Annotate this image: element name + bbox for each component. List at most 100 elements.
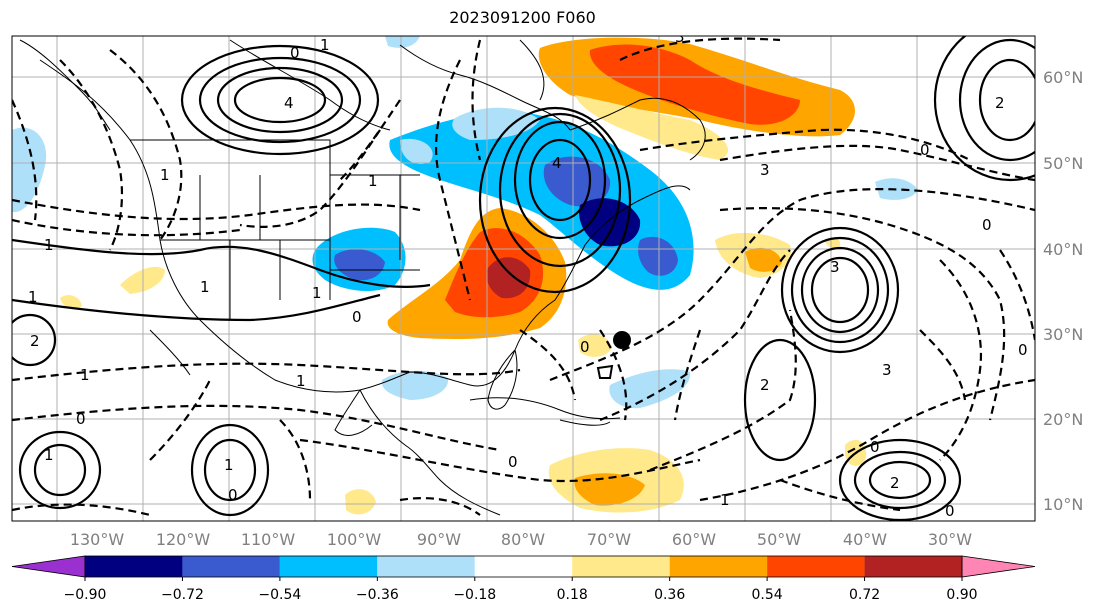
- contour-label: 2: [760, 376, 770, 394]
- longitude-labels: 130°W 120°W 110°W 100°W 90°W 80°W 70°W 6…: [70, 530, 972, 549]
- contour-label: 3: [675, 28, 685, 46]
- contour-label: 0: [76, 410, 86, 428]
- contour-label: 1: [720, 491, 730, 509]
- contours-positive: [12, 36, 1035, 521]
- contour-labels: 4 4 3 2 2 2 2 1 1 1 1 1 1 1 1 3 1 0 0 0 …: [28, 28, 1028, 520]
- anomaly-negative-central-core: [334, 249, 385, 281]
- colorbar-segment: [182, 556, 280, 577]
- contour-label: 2: [890, 474, 900, 492]
- anomaly-yellow-pacific: [345, 489, 376, 515]
- latitude-labels: 60°N 50°N 40°N 30°N 20°N 10°N: [1043, 68, 1083, 514]
- contour-label: 1: [296, 372, 306, 390]
- contour-label: 1: [160, 166, 170, 184]
- contour-label: 0: [920, 141, 930, 159]
- colorbar-label: 0.90: [946, 587, 977, 603]
- contour-label: 0: [508, 453, 518, 471]
- contour-label: 2: [30, 332, 40, 350]
- lat-label: 10°N: [1043, 495, 1083, 514]
- colorbar-segment: [377, 556, 475, 577]
- lon-label: 80°W: [501, 530, 545, 549]
- anomaly-orange-caribbean: [574, 473, 645, 506]
- contour-label: 1: [224, 456, 234, 474]
- contour-label: 0: [982, 216, 992, 234]
- map-plot-area: 4 4 3 2 2 2 2 1 1 1 1 1 1 1 1 3 1 0 0 0 …: [12, 28, 1035, 521]
- coastlines: [19, 39, 706, 516]
- anomaly-blue-gulf: [381, 370, 449, 400]
- lon-label: 100°W: [327, 530, 382, 549]
- colorbar-label: −0.54: [258, 587, 301, 603]
- anomaly-orange-atlantic: [745, 247, 782, 272]
- lon-label: 70°W: [587, 530, 631, 549]
- contour-label: 4: [284, 94, 294, 112]
- contour-label: 0: [945, 502, 955, 520]
- gridlines: [12, 36, 1035, 521]
- anomaly-negative-core-a: [543, 156, 611, 207]
- small-contour-loop: [596, 364, 614, 379]
- contour-label: 3: [760, 161, 770, 179]
- colorbar-segment: [474, 556, 573, 577]
- anomaly-blue-nw: [400, 138, 433, 164]
- contours-negative: [12, 37, 1035, 517]
- colorbar-segment: [864, 556, 962, 577]
- contour-label: 4: [552, 154, 562, 172]
- lon-label: 110°W: [241, 530, 296, 549]
- colorbar-extend-max: [961, 555, 1036, 578]
- colorbar-frame: [84, 555, 963, 578]
- contour-label: 1: [320, 36, 330, 54]
- anomaly-positive-southeast-core: [486, 257, 531, 299]
- storm-marker: [613, 331, 631, 349]
- lon-label: 40°W: [843, 530, 887, 549]
- anomaly-yellow-pacific-small: [60, 295, 82, 310]
- contour-label: 0: [580, 338, 590, 356]
- anomaly-blue-north-small: [385, 36, 420, 48]
- contour-label: 1: [44, 236, 54, 254]
- contour-label: 0: [1018, 341, 1028, 359]
- lon-label: 60°W: [672, 530, 716, 549]
- colorbar-segment: [279, 556, 378, 577]
- lat-label: 30°N: [1043, 325, 1083, 344]
- colorbar-label: 0.54: [752, 587, 783, 603]
- colorbar-extend-min: [11, 555, 86, 578]
- contour-label: 0: [290, 44, 300, 62]
- colorbar-label: 0.18: [557, 587, 588, 603]
- anomaly-blue-east: [875, 178, 918, 200]
- contour-label: 0: [352, 308, 362, 326]
- map-frame: [11, 35, 1036, 522]
- lat-label: 60°N: [1043, 68, 1083, 87]
- contour-label: 1: [200, 278, 210, 296]
- contour-label: 1: [80, 366, 90, 384]
- contour-label: 1: [28, 288, 38, 306]
- colorbar-label: 0.72: [849, 587, 880, 603]
- colorbar-segment: [85, 556, 183, 577]
- anomaly-yellow-florida-east: [578, 334, 612, 357]
- colorbar-segment: [669, 556, 768, 577]
- lon-label: 120°W: [156, 530, 211, 549]
- contour-label: 1: [312, 284, 322, 302]
- anomaly-positive-north-core: [589, 44, 800, 125]
- lat-label: 20°N: [1043, 410, 1083, 429]
- colorbar-label: −0.36: [356, 587, 399, 603]
- contour-label: 3: [882, 361, 892, 379]
- contour-label: 0: [228, 486, 238, 504]
- colorbar-label: −0.90: [64, 587, 107, 603]
- anomaly-blue-westcoast: [12, 127, 47, 212]
- lon-label: 50°W: [757, 530, 801, 549]
- colorbar-label: −0.72: [161, 587, 204, 603]
- anomaly-blue-atlantic-south: [609, 369, 691, 409]
- figure-title: 2023091200 F060: [449, 8, 596, 27]
- colorbar-segment: [767, 556, 865, 577]
- colorbar-label: 0.36: [654, 587, 685, 603]
- contour-label: 1: [368, 172, 378, 190]
- lat-label: 40°N: [1043, 240, 1083, 259]
- colorbar-segment: [572, 556, 670, 577]
- colorbar: −0.90 −0.72 −0.54 −0.36 −0.18 0.18 0.36 0.54 0.7…: [11, 555, 1036, 603]
- contour-label: 3: [830, 258, 840, 276]
- lon-label: 30°W: [928, 530, 972, 549]
- contour-label: 2: [995, 94, 1005, 112]
- contour-label: 1: [44, 446, 54, 464]
- anomaly-negative-core-c: [638, 236, 678, 276]
- anomaly-yellow-north: [575, 95, 729, 160]
- lon-label: 90°W: [417, 530, 461, 549]
- colorbar-label: −0.18: [453, 587, 496, 603]
